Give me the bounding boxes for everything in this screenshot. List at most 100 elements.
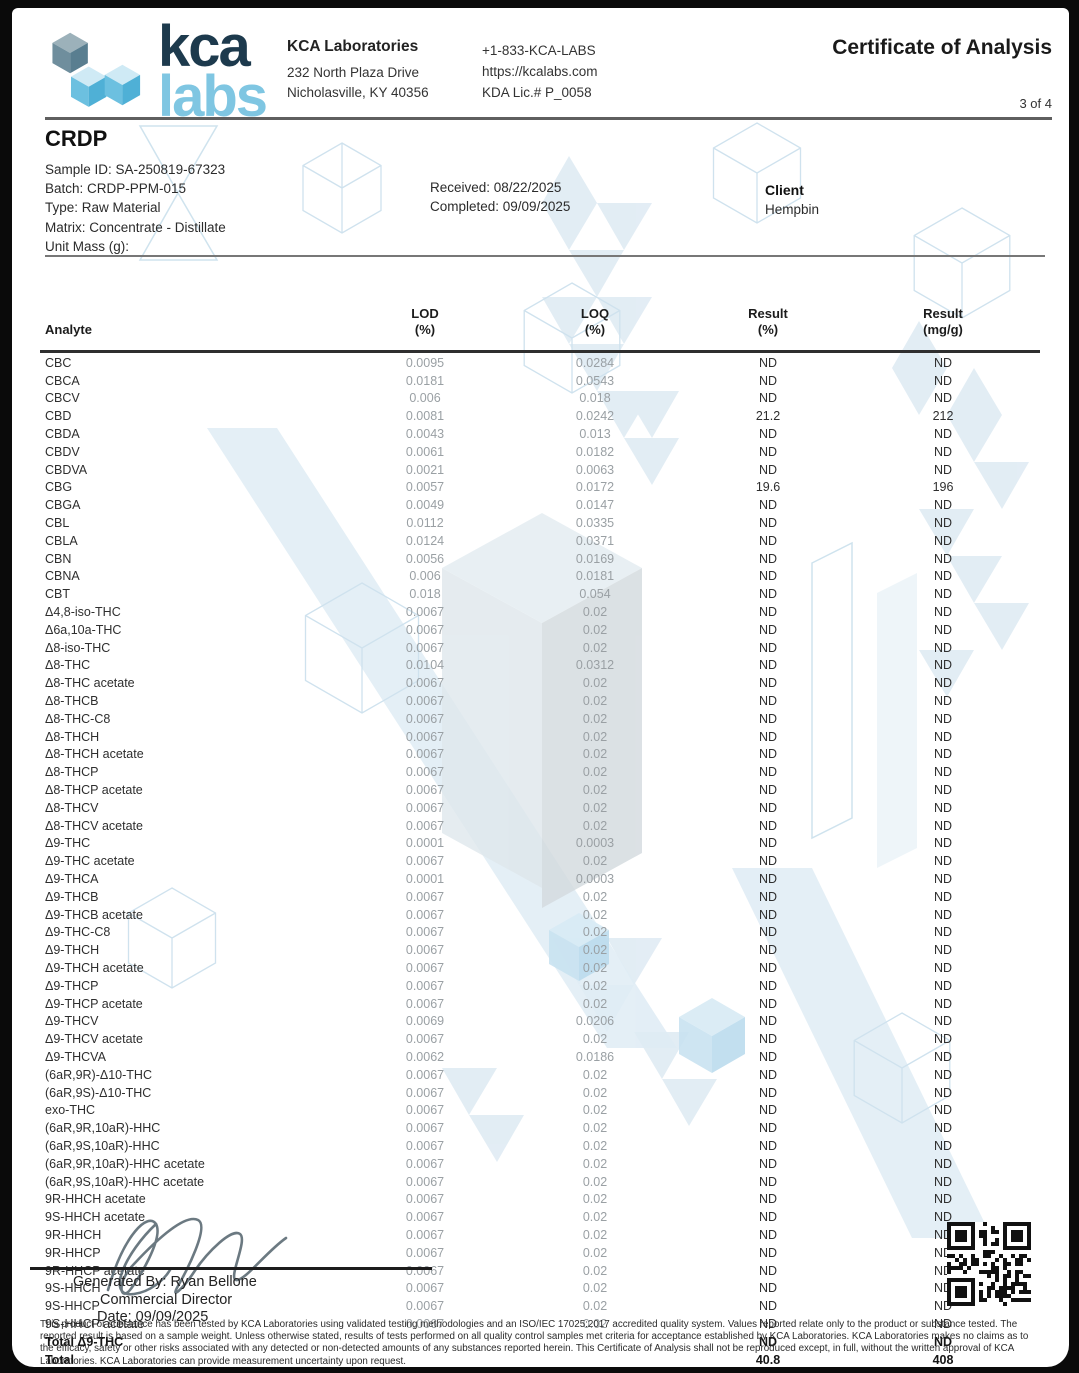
result-mgg-cell: ND <box>933 444 953 459</box>
loq-cell: 0.02 <box>582 622 608 637</box>
analyte-cell: CBT <box>45 587 70 602</box>
table-row: Δ9-THCH 0.0067 0.02 ND ND <box>45 941 1025 959</box>
table-row: Δ8-THCV 0.0067 0.02 ND ND <box>45 799 1025 817</box>
lod-cell: 0.018 <box>409 587 441 602</box>
analyte-cell: Δ8-THCV <box>45 800 99 815</box>
column-header-lod: LOD (%) <box>335 306 515 338</box>
lod-cell: 0.0067 <box>405 1121 445 1136</box>
lab-phone: +1-833-KCA-LABS <box>482 43 596 58</box>
table-row: CBDA 0.0043 0.013 ND ND <box>45 425 1025 443</box>
result-mgg-cell: ND <box>933 658 953 673</box>
result-pct-cell: ND <box>758 996 778 1011</box>
header-label: Result <box>923 306 963 321</box>
loq-cell: 0.0543 <box>575 373 615 388</box>
lod-cell: 0.0001 <box>405 872 445 886</box>
kca-labs-logo: kca labs <box>28 17 268 126</box>
generated-by: Generated By: Ryan Bellone <box>73 1274 257 1290</box>
result-pct-cell: ND <box>758 747 778 762</box>
result-pct-cell: ND <box>758 640 778 655</box>
lod-cell: 0.0181 <box>405 373 445 388</box>
table-row: CBN 0.0056 0.0169 ND ND <box>45 550 1025 568</box>
table-row: Δ9-THCP 0.0067 0.02 ND ND <box>45 977 1025 995</box>
table-row: CBG 0.0057 0.0172 19.6 196 <box>45 479 1025 497</box>
loq-cell: 0.02 <box>582 818 608 833</box>
analyte-cell: Δ8-THCB <box>45 694 99 709</box>
result-mgg-cell: ND <box>933 943 953 958</box>
result-pct-cell: ND <box>758 391 778 406</box>
result-mgg-cell: ND <box>933 622 953 637</box>
qr-modules <box>947 1222 1031 1306</box>
table-row: Δ8-iso-THC 0.0067 0.02 ND ND <box>45 639 1025 657</box>
result-pct-cell: ND <box>758 462 778 477</box>
table-row: Δ8-THCP acetate 0.0067 0.02 ND ND <box>45 781 1025 799</box>
analyte-cell: Δ8-THCP acetate <box>45 783 143 798</box>
header-unit: (%) <box>757 322 779 337</box>
table-row: Δ8-THC acetate 0.0067 0.02 ND ND <box>45 674 1025 692</box>
lod-cell: 0.0112 <box>406 516 444 531</box>
lod-cell: 0.0104 <box>405 658 445 673</box>
signature-line <box>30 1267 432 1270</box>
result-pct-cell: ND <box>758 1227 778 1242</box>
loq-cell: 0.02 <box>582 1192 608 1207</box>
result-pct-cell: ND <box>758 355 778 370</box>
result-mgg-cell: ND <box>933 925 953 940</box>
loq-cell: 0.02 <box>582 1032 608 1047</box>
result-mgg-cell: ND <box>933 373 953 388</box>
loq-cell: 0.02 <box>582 978 608 993</box>
table-row: Total 40.8 408 <box>45 1351 1025 1367</box>
loq-cell: 0.013 <box>579 427 611 442</box>
analyte-cell: Δ8-THCH <box>45 729 100 744</box>
result-pct-cell: ND <box>758 516 778 531</box>
result-pct-cell: ND <box>758 872 778 886</box>
lod-cell: 0.0124 <box>405 533 445 548</box>
result-pct-cell: ND <box>758 960 778 975</box>
lod-cell: 0.0067 <box>405 605 445 620</box>
analyte-cell: (6aR,9S)-Δ10-THC <box>45 1085 152 1100</box>
result-pct-cell: ND <box>758 551 778 566</box>
result-mgg-cell: ND <box>933 978 953 993</box>
signature-icon <box>106 1217 288 1296</box>
table-row: CBL 0.0112 0.0335 ND ND <box>45 514 1025 532</box>
analyte-cell: Δ9-THCA <box>45 872 99 886</box>
result-pct-cell: ND <box>758 854 778 869</box>
loq-cell: 0.0063 <box>575 462 615 477</box>
lod-cell: 0.0067 <box>405 1085 445 1100</box>
table-row: Δ9-THCVA 0.0062 0.0186 ND ND <box>45 1048 1025 1066</box>
loq-cell: 0.02 <box>582 694 608 709</box>
lab-address-line2: Nicholasville, KY 40356 <box>287 85 429 100</box>
result-mgg-cell: ND <box>933 836 953 851</box>
loq-cell: 0.02 <box>582 1067 608 1082</box>
table-row: CBCV 0.006 0.018 ND ND <box>45 390 1025 408</box>
analyte-cell: 9S-HHCP acetate <box>45 1316 145 1331</box>
column-header-result-mgg: Result (mg/g) <box>861 306 1025 338</box>
loq-cell: 0.02 <box>582 711 608 726</box>
analyte-cell: Δ9-THCV acetate <box>45 1032 143 1047</box>
result-pct-cell: 21.2 <box>755 409 781 424</box>
result-pct-cell: ND <box>758 1192 778 1207</box>
result-mgg-cell: ND <box>933 498 953 513</box>
table-row: Δ8-THCH 0.0067 0.02 ND ND <box>45 728 1025 746</box>
client-label: Client <box>765 182 804 198</box>
result-mgg-cell: ND <box>933 800 953 815</box>
analyte-cell: (6aR,9S,10aR)-HHC <box>45 1138 160 1153</box>
result-mgg-cell: ND <box>933 1192 953 1207</box>
table-row: CBNA 0.006 0.0181 ND ND <box>45 568 1025 586</box>
lod-cell: 0.0067 <box>405 1316 445 1331</box>
result-mgg-cell: ND <box>933 729 953 744</box>
lod-cell: 0.0049 <box>405 498 445 513</box>
result-pct-cell: ND <box>758 1281 778 1296</box>
sample-batch: Batch: CRDP-PPM-015 <box>45 181 187 197</box>
loq-cell: 0.02 <box>582 1085 608 1100</box>
loq-cell: 0.0181 <box>575 569 615 584</box>
result-pct-cell: ND <box>758 1085 778 1100</box>
sample-matrix: Matrix: Concentrate - Distillate <box>45 219 226 235</box>
table-row: 9R-HHCH acetate 0.0067 0.02 ND ND <box>45 1190 1025 1208</box>
table-header-divider <box>40 350 1040 353</box>
analyte-cell: CBD <box>45 409 72 424</box>
result-mgg-cell: ND <box>933 587 953 602</box>
client-block: Client Hempbin <box>765 180 819 220</box>
analyte-cell: Δ9-THCH <box>45 943 100 958</box>
analyte-cell: CBLA <box>45 533 78 548</box>
lod-cell: 0.006 <box>409 391 441 406</box>
sample-type: Type: Raw Material <box>45 200 161 216</box>
